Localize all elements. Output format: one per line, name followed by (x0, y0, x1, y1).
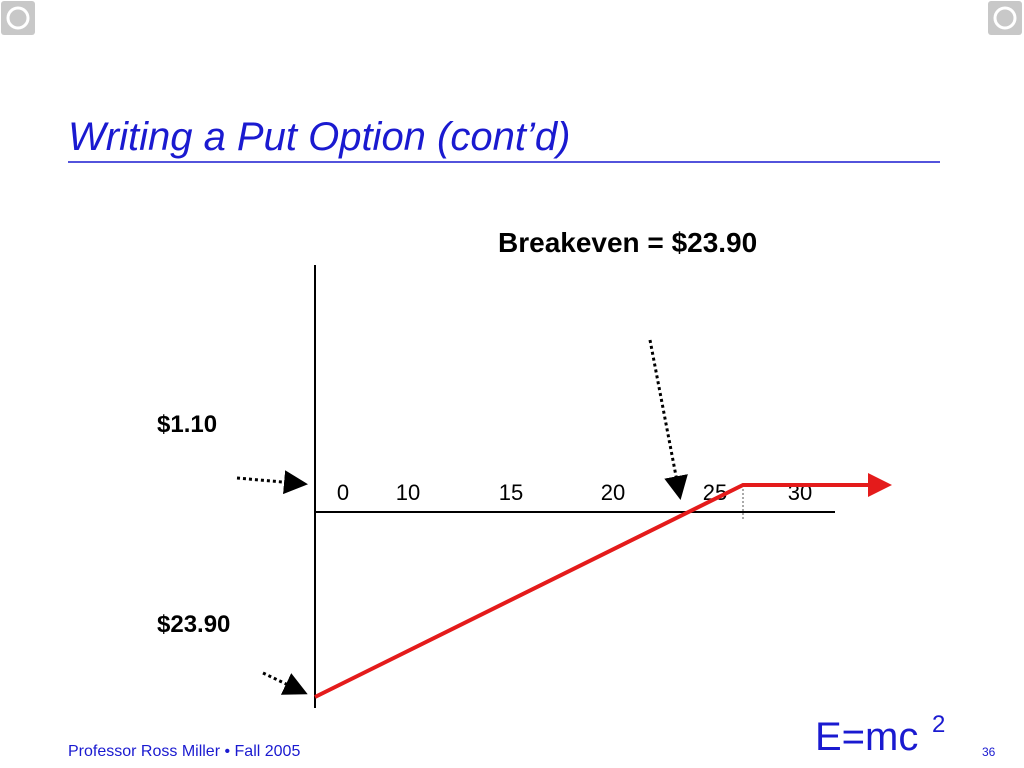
logo: E=mc (815, 715, 918, 759)
corner-icon-glyph (993, 6, 1017, 30)
premium-label: $1.10 (157, 411, 217, 438)
payoff-line (314, 473, 892, 699)
pointer-arrow (262, 671, 308, 695)
pointer-arrow (236, 470, 308, 495)
slide-title: Writing a Put Option (cont’d) (68, 115, 570, 159)
axis-label: 10 (396, 480, 420, 505)
corner-icon (1, 1, 35, 35)
max-loss-label: $23.90 (157, 611, 230, 638)
corner-icon-glyph (6, 6, 30, 30)
pointer-arrow (648, 339, 688, 500)
corner-icon (988, 1, 1022, 35)
axis-label: 20 (601, 480, 625, 505)
axis-label: 0 (337, 480, 349, 505)
logo-exponent: 2 (932, 711, 945, 738)
breakeven-label: Breakeven = $23.90 (498, 227, 757, 258)
footer-credit: Professor Ross Miller • Fall 2005 (68, 743, 300, 760)
axis-label: 15 (499, 480, 523, 505)
page-number: 36 (982, 745, 996, 759)
